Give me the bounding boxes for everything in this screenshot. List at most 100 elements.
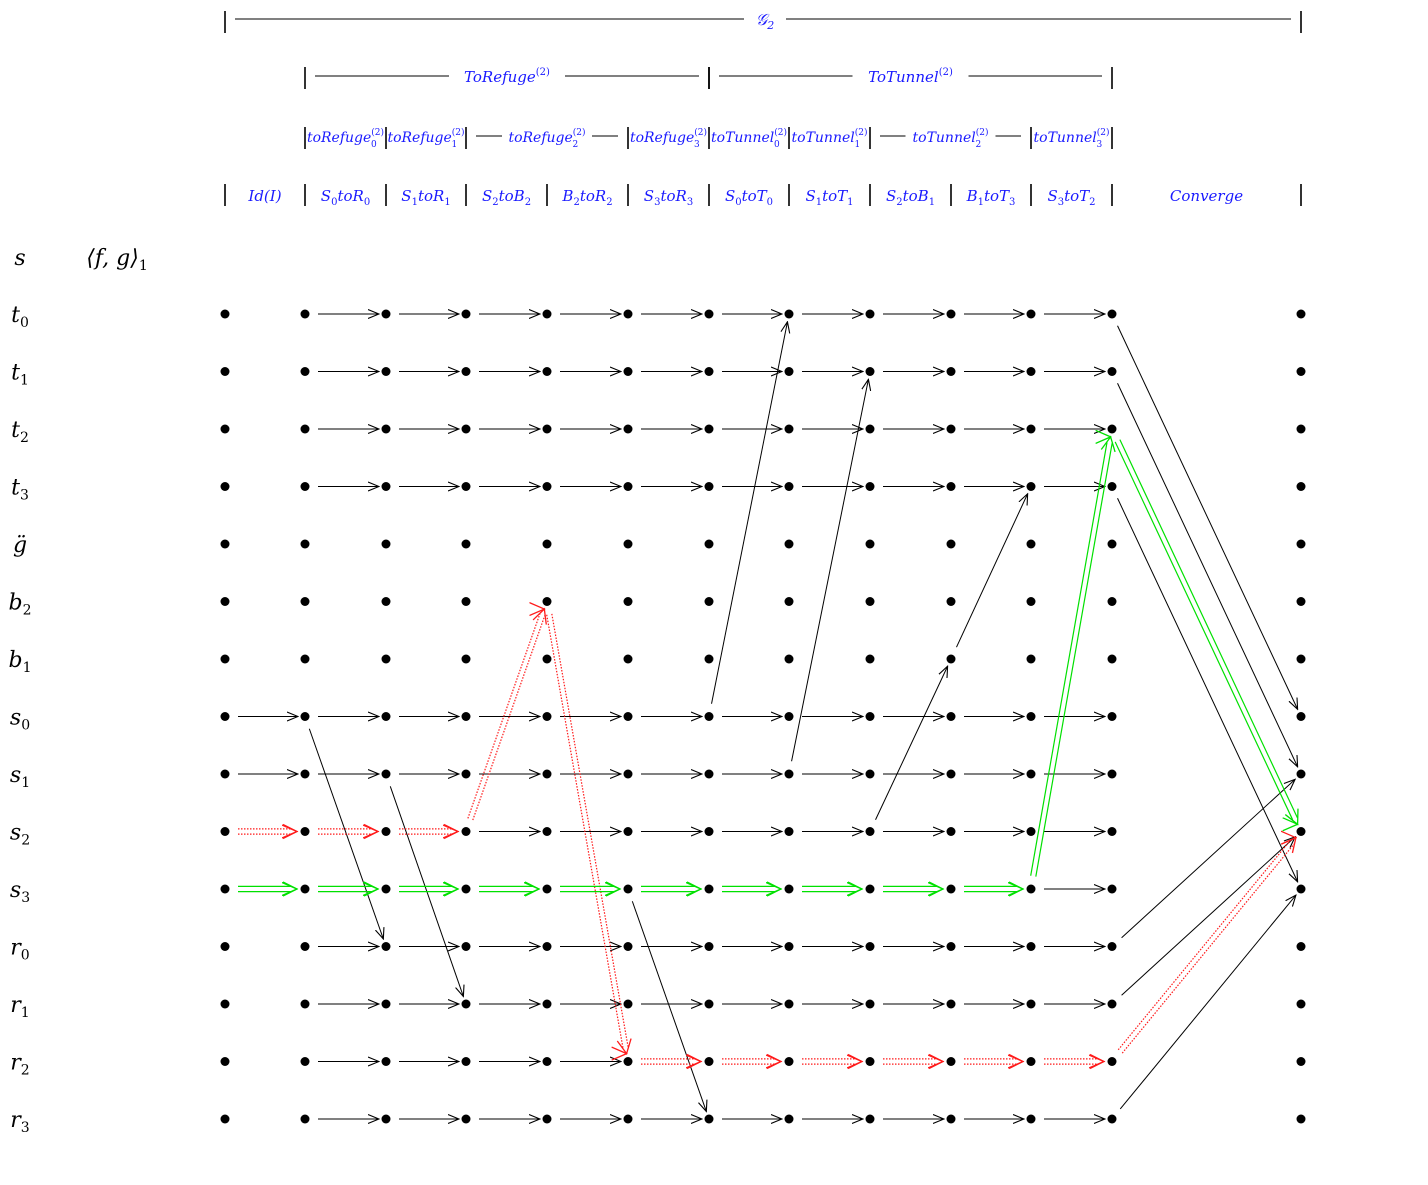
green-arrow-line [1035,443,1113,877]
red-arrow-arrowhead [766,1053,783,1070]
node [946,482,956,491]
node [461,309,471,319]
node [542,1114,552,1124]
node [946,309,956,319]
node [300,884,310,894]
node [542,597,552,606]
node [461,712,471,721]
node [784,999,794,1009]
node [1107,367,1117,376]
node [784,827,794,836]
red-arrow-line [546,614,624,1049]
node [381,827,391,836]
row-label: t3 [11,476,29,504]
node [381,309,391,319]
node [1107,999,1117,1009]
green-arrow-arrowhead [363,881,380,897]
node [542,884,552,894]
node [220,827,230,836]
node [623,367,633,376]
node [1026,827,1036,836]
nodes-layer [220,309,1306,1124]
row-label: r3 [10,1108,29,1136]
node [784,712,794,721]
red-arrow-line [551,613,629,1048]
bracket-label-mid: ToTunnel(2) [868,67,953,86]
node [381,482,391,491]
red-arrow-line [467,613,541,819]
bracket-label-sub: toRefuge(2) 2 [508,127,585,150]
arrow [791,379,869,762]
node [220,769,230,779]
node [865,827,875,836]
node [381,712,391,721]
column-header-pair: ⟨f, g⟩1 [86,246,148,274]
node [1296,999,1306,1009]
node [542,424,552,434]
node [1026,999,1036,1009]
bracket-label-sub: toRefuge(2) 0 [307,127,384,150]
node [1026,367,1036,376]
node [1296,827,1306,836]
bracket-label-sub: toTunnel(2) 0 [711,127,787,150]
step-label: S0​toR0​ [321,187,370,208]
node [623,597,633,606]
node [784,769,794,779]
node [220,999,230,1009]
node [220,309,230,319]
node [865,769,875,779]
node [946,712,956,721]
node [623,884,633,894]
node [946,424,956,434]
node [623,999,633,1009]
green-arrow-arrowhead [1008,881,1025,897]
node [623,712,633,721]
node [623,654,633,664]
node [300,769,310,779]
node [946,1057,956,1066]
arrow [956,494,1027,648]
node [381,367,391,376]
node [461,597,471,606]
row-label: b2 [8,591,31,619]
node [704,367,714,376]
row-label: t0 [11,303,29,331]
arrow [1121,779,1295,939]
node [704,309,714,319]
node [300,654,310,664]
node [865,1114,875,1124]
step-label: S0​toT0​ [725,187,773,208]
row-label: r0 [10,936,29,964]
node [1026,482,1036,491]
node [704,769,714,779]
node [946,597,956,606]
node [946,654,956,664]
node [300,999,310,1009]
node [1296,424,1306,434]
node [784,482,794,491]
red-arrow-arrowhead [1008,1053,1025,1070]
node [623,769,633,779]
node [784,597,794,606]
node [946,1114,956,1124]
node [1296,597,1306,606]
node [865,597,875,606]
red-arrow-arrowhead [928,1053,945,1070]
node [1026,539,1036,549]
node [704,884,714,894]
row-label: b1 [8,648,31,676]
step-label: S1​toT1​ [805,187,853,208]
node [1026,884,1036,894]
node [623,827,633,836]
node [1296,1114,1306,1124]
node [220,654,230,664]
node [1107,539,1117,549]
node [704,597,714,606]
node [1296,884,1306,894]
node [1026,942,1036,951]
red-arrow-arrowhead [443,823,460,840]
green-arrow-arrowhead [443,881,460,897]
step-label: Id(I) [247,187,281,205]
node [220,482,230,491]
green-arrow-line [1114,441,1294,821]
